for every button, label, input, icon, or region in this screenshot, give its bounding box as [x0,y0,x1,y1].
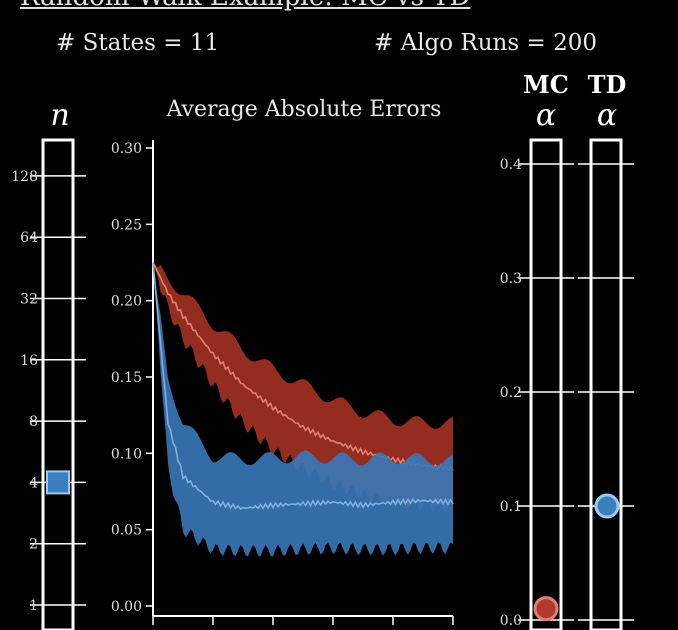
alpha-tick-label: 0.4 [500,157,522,173]
n-tick-label: 16 [20,353,38,369]
series-band-td [153,262,453,557]
n-tick-label: 2 [29,537,38,553]
mc-label: MC [523,70,569,99]
y-tick-label: 0.00 [111,599,142,615]
mc-slider-handle[interactable] [533,596,559,622]
n-tick-label: 64 [20,230,38,246]
alpha-tick-label: 0.1 [500,499,522,515]
n-tick-label: 1 [29,598,38,614]
y-tick-label: 0.10 [111,446,142,462]
n-slider-ticks: 1 2 4 8 16 32 64 128 [11,169,86,614]
mc-alpha-symbol: α [536,98,556,133]
y-tick-label: 0.05 [111,523,142,539]
series-layer [152,262,454,557]
n-tick-label: 4 [29,475,38,491]
chart-title: Average Absolute Errors [166,97,442,122]
n-slider[interactable]: n 1 2 4 8 16 32 64 128 [11,98,86,630]
series-band-mc [153,262,453,514]
y-tick-label: 0.20 [111,294,142,310]
x-axis-ticks [152,616,454,625]
alpha-ticks: 0.0 0.1 0.2 0.3 0.4 [500,157,634,629]
y-axis-ticks: 0.00 0.05 0.10 0.15 0.20 0.25 0.30 [111,141,153,615]
td-slider-track[interactable] [589,138,623,630]
n-slider-handle[interactable] [46,470,70,495]
y-tick-label: 0.30 [111,141,142,157]
td-slider-handle[interactable] [594,493,620,519]
page-title: Random Walk Example: MC vs TD [20,0,470,12]
n-tick-label: 32 [20,292,38,308]
y-tick-label: 0.15 [111,370,142,386]
n-tick-label: 128 [11,169,38,185]
mc-slider-track[interactable] [529,138,563,630]
alpha-tick-label: 0.0 [500,613,522,629]
n-symbol: n [50,98,69,133]
td-alpha-symbol: α [597,98,617,133]
error-chart: Average Absolute Errors 0.00 0.05 0.10 0.15… [111,97,454,625]
td-label: TD [588,70,627,99]
states-label: # States = 11 [56,30,220,56]
mc-alpha-slider[interactable]: MC α 0.0 0.1 0.2 0.3 0.4 [500,70,634,630]
series-line-td [152,262,454,510]
td-alpha-slider[interactable]: TD α [588,70,627,630]
algo-runs-label: # Algo Runs = 200 [374,30,597,56]
n-slider-track[interactable] [41,138,75,630]
n-tick-label: 8 [29,414,38,430]
alpha-tick-label: 0.3 [500,271,522,287]
series-line-mc [152,262,454,473]
alpha-tick-label: 0.2 [500,385,522,401]
y-tick-label: 0.25 [111,217,142,233]
